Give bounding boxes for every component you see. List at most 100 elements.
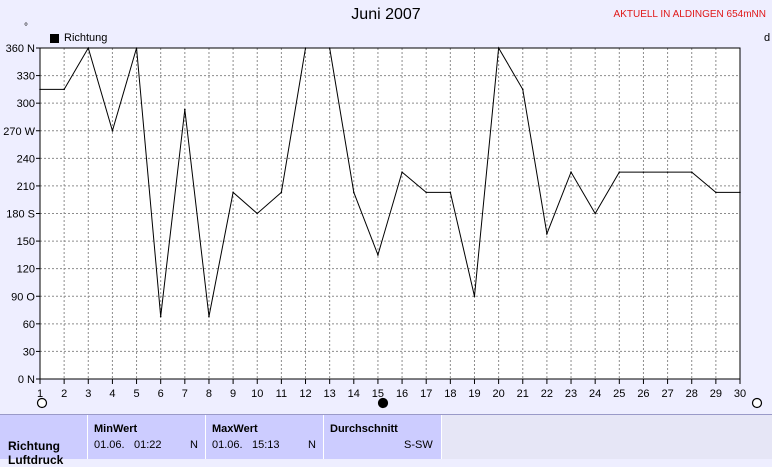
x-tick-label: 27 (661, 388, 673, 400)
x-tick-label: 19 (468, 388, 480, 400)
legend-swatch (50, 33, 59, 43)
x-tick-label: 10 (251, 388, 263, 400)
chart-title: Juni 2007 (351, 6, 421, 23)
legend: Richtung (50, 32, 107, 44)
y-tick-label: 60 (23, 319, 35, 331)
max-head: MaxWert (212, 423, 258, 435)
max-date: 01.06. (212, 439, 243, 451)
x-tick-label: 6 (158, 388, 164, 400)
max-cell: MaxWert 01.06. 15:13 N (206, 415, 324, 459)
y-tick-label: 240 (17, 153, 35, 165)
data-point (690, 171, 693, 173)
data-point (352, 191, 355, 194)
y-tick-label: 360 N (6, 43, 35, 55)
y-tick-label: 270 W (3, 126, 35, 138)
y-tick-label: 180 S (6, 209, 35, 221)
x-tick-label: 11 (276, 388, 287, 400)
data-point (425, 191, 428, 194)
x-tick-label: 1 (37, 388, 43, 400)
data-point (642, 171, 645, 173)
data-point (401, 171, 403, 173)
data-point (594, 212, 596, 215)
y-tick-label: 0 N (18, 374, 35, 386)
x-tick-label: 7 (182, 388, 188, 400)
x-tick-label: 26 (637, 388, 649, 400)
data-point (87, 47, 90, 49)
x-tick-label: 28 (686, 388, 698, 400)
y-tick-label: 330 (17, 71, 35, 83)
max-time: 15:13 (252, 439, 280, 451)
y-tick-label: 300 (17, 98, 35, 110)
y-tick-label: 30 (23, 346, 35, 358)
data-point (570, 171, 572, 173)
data-point (111, 129, 114, 132)
stats-table: Richtung Luftdruck MinWert 01.06. 01:22 … (0, 414, 772, 467)
x-tick-label: 8 (206, 388, 212, 400)
x-tick-label: 9 (230, 388, 236, 400)
right-axis-label: d (764, 32, 771, 44)
data-point (184, 108, 186, 111)
row-label: Richtung (8, 439, 60, 453)
row-label-2: Luftdruck (8, 453, 64, 467)
station-note: AKTUELL IN ALDINGEN 654mNN (613, 9, 766, 20)
max-dir: N (308, 439, 316, 451)
data-point (473, 295, 476, 298)
data-point (666, 171, 669, 173)
x-tick-label: 30 (734, 388, 746, 400)
x-tick-label: 24 (589, 388, 601, 400)
data-point (159, 315, 162, 318)
avg-val: S-SW (404, 439, 433, 451)
scroll-current-marker (377, 397, 389, 409)
min-time: 01:22 (134, 439, 162, 451)
min-dir: N (190, 439, 198, 451)
y-tick-label: 120 (17, 264, 35, 276)
x-tick-label: 15 (372, 388, 384, 400)
x-tick-label: 2 (61, 388, 67, 400)
data-point (449, 191, 452, 194)
x-tick-label: 25 (613, 388, 625, 400)
data-point (304, 47, 307, 49)
scroll-start-marker (36, 397, 48, 409)
x-tick-label: 22 (541, 388, 553, 400)
x-tick-label: 12 (299, 388, 311, 400)
data-point (377, 254, 379, 256)
data-point (63, 88, 65, 91)
x-tick-label: 16 (396, 388, 408, 400)
x-tick-label: 3 (85, 388, 91, 400)
min-head: MinWert (94, 423, 138, 435)
series-line-richtung (40, 46, 740, 317)
scroll-end-marker (751, 397, 763, 409)
avg-head: Durchschnitt (330, 423, 398, 435)
x-tick-label: 5 (133, 388, 139, 400)
x-tick-label: 20 (492, 388, 504, 400)
x-tick-label: 14 (348, 388, 360, 400)
data-point (739, 191, 741, 194)
data-point (135, 47, 138, 49)
x-tick-label: 4 (109, 388, 115, 400)
x-tick-label: 13 (324, 388, 336, 400)
x-tick-label: 23 (565, 388, 577, 400)
data-point (715, 191, 717, 194)
y-tick-label: 90 O (11, 291, 35, 303)
y-tick-label: 150 (17, 236, 35, 248)
data-point (618, 171, 621, 173)
row-label-cell: Richtung Luftdruck (0, 415, 88, 467)
data-point (546, 232, 548, 235)
data-point (39, 88, 41, 91)
x-tick-label: 21 (517, 388, 529, 400)
data-point (256, 212, 259, 215)
data-point (328, 47, 331, 49)
x-tick-label: 18 (444, 388, 456, 400)
data-point (232, 191, 234, 194)
avg-cell: Durchschnitt S-SW (324, 415, 442, 459)
data-point (208, 315, 210, 318)
min-date: 01.06. (94, 439, 125, 451)
legend-label: Richtung (64, 32, 108, 44)
y-tick-label: 210 (17, 181, 35, 193)
min-cell: MinWert 01.06. 01:22 N (88, 415, 206, 459)
data-point (521, 88, 524, 91)
data-point (497, 47, 500, 49)
unit-label: ° (24, 22, 28, 33)
data-point (280, 191, 283, 194)
